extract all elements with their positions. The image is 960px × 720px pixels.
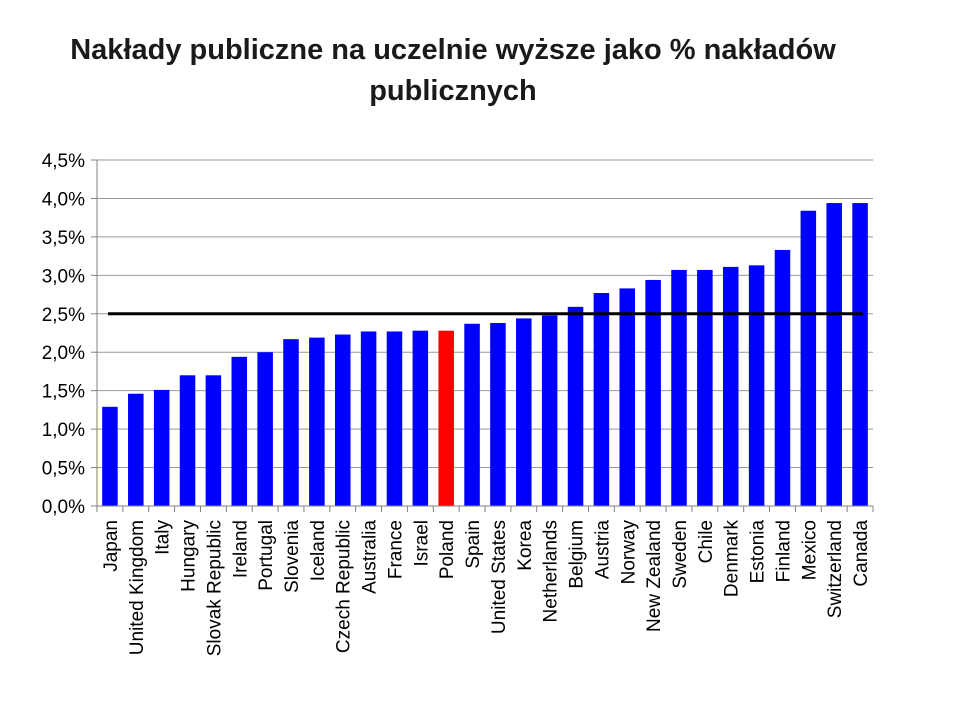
category-label: Japan	[101, 520, 122, 572]
bar-hungary	[179, 375, 196, 506]
bar-norway	[619, 288, 636, 506]
category-label: Hungary	[179, 520, 200, 592]
bar-slovak-republic	[205, 375, 222, 506]
category-label: Canada	[851, 520, 872, 587]
category-label: Sweden	[670, 520, 691, 589]
y-tick-label: 3,5%	[42, 228, 85, 249]
category-label: Czech Republic	[334, 520, 355, 653]
y-tick-label: 0,5%	[42, 459, 85, 480]
bar-iceland	[309, 337, 325, 506]
category-label: Belgium	[567, 520, 588, 589]
bar-spain	[464, 323, 480, 506]
category-label: Iceland	[308, 520, 329, 581]
bar-japan	[102, 406, 118, 506]
category-label: Portugal	[256, 520, 277, 591]
bar-poland	[438, 330, 454, 506]
chart-title-line-1: Nakłady publiczne na uczelnie wyższe jak…	[70, 34, 836, 66]
category-label: United States	[489, 520, 510, 634]
category-label: Chile	[696, 520, 717, 563]
bar-finland	[774, 249, 791, 506]
bar-estonia	[748, 265, 765, 506]
category-label: Denmark	[722, 520, 743, 598]
bar-portugal	[257, 352, 273, 506]
bar-new-zealand	[645, 279, 661, 506]
bar-switzerland	[826, 203, 842, 506]
y-tick-label: 4,0%	[42, 189, 85, 210]
category-label: Estonia	[748, 520, 769, 584]
category-label: Austria	[592, 520, 613, 580]
y-tick-label: 3,0%	[42, 266, 85, 287]
category-label: Poland	[437, 520, 458, 579]
bar-canada	[852, 203, 868, 506]
category-label: Spain	[463, 520, 484, 569]
category-label: Mexico	[799, 520, 820, 580]
category-label: Australia	[360, 520, 381, 594]
bar-france	[386, 331, 403, 506]
bar-united-kingdom	[128, 393, 144, 506]
category-label: France	[385, 520, 406, 579]
category-label: Netherlands	[541, 520, 562, 622]
bar-czech-republic	[334, 334, 351, 506]
bar-austria	[593, 293, 610, 506]
bar-australia	[360, 331, 377, 506]
category-label: Finland	[773, 520, 794, 582]
y-tick-label: 2,5%	[42, 305, 85, 326]
y-tick-label: 4,5%	[42, 151, 85, 172]
category-label: United Kingdom	[127, 520, 148, 655]
bar-mexico	[800, 210, 817, 506]
chart-title-line-2: publicznych	[369, 75, 537, 107]
category-label: Korea	[515, 520, 536, 571]
category-label: Slovenia	[282, 520, 303, 593]
bar-slovenia	[283, 339, 299, 506]
y-tick-label: 2,0%	[42, 343, 85, 364]
bar-italy	[153, 389, 170, 506]
bar-ireland	[231, 356, 248, 506]
y-axis-tick-labels: 0,0% 0,5% 1,0% 1,5% 2,0% 2,5% 3,0% 3,5% 4,0% 4,5%	[42, 151, 97, 518]
category-label: New Zealand	[644, 520, 665, 632]
category-label: Switzerland	[825, 520, 846, 618]
bar-belgium	[567, 306, 584, 506]
category-label: Slovak Republic	[204, 520, 225, 656]
category-labels: Japan United Kingdom Italy Hungary Slovak Re…	[96, 506, 874, 656]
bar-netherlands	[541, 315, 558, 506]
category-label: Norway	[618, 520, 639, 585]
bar-israel	[412, 330, 429, 506]
category-label: Israel	[411, 520, 432, 566]
category-label: Ireland	[230, 520, 251, 578]
y-tick-label: 1,5%	[42, 382, 85, 403]
bar-denmark	[722, 266, 739, 506]
bar-korea	[516, 318, 532, 506]
bar-united-states	[490, 323, 506, 506]
y-tick-label: 1,0%	[42, 420, 85, 441]
bar-chile	[697, 269, 713, 506]
bar-sweden	[671, 269, 687, 506]
chart-title: Nakłady publiczne na uczelnie wyższe jak…	[0, 30, 906, 112]
category-label: Italy	[153, 520, 174, 555]
bars	[102, 203, 868, 506]
y-tick-label: 0,0%	[42, 497, 85, 518]
